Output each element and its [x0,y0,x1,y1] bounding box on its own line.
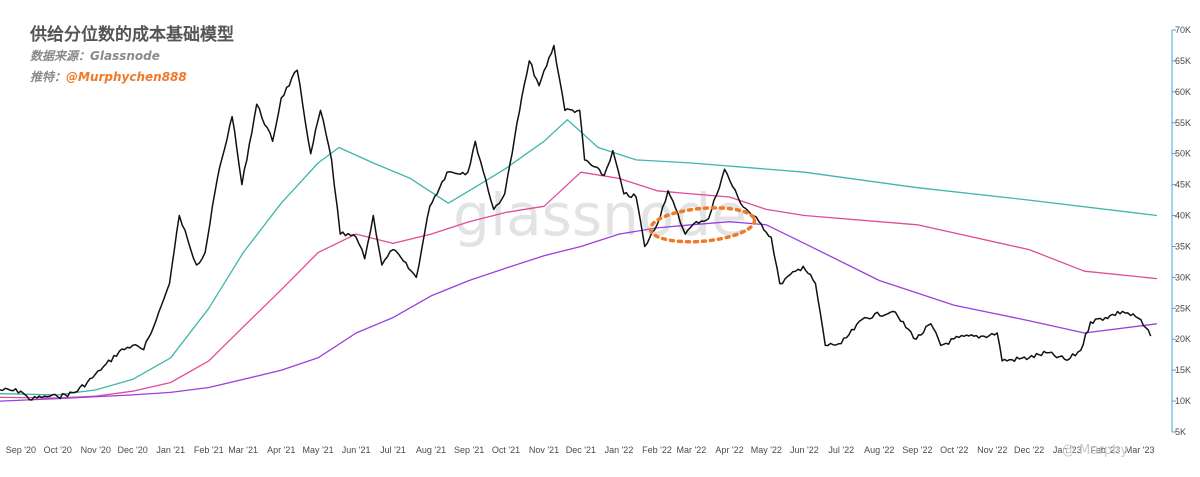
chart-title: 供给分位数的成本基础模型 [30,25,234,45]
x-tick-label: Oct '22 [940,445,968,455]
watermark-brand: glassnode [453,181,747,249]
y-tick-label: 5K [1175,427,1186,437]
x-tick-label: May '21 [302,445,333,455]
x-tick-label: Feb '21 [194,445,224,455]
x-tick-label: Mar '22 [677,445,707,455]
x-tick-label: Jul '22 [828,445,854,455]
series-line-purple [0,221,1157,402]
y-tick-label: 45K [1175,180,1191,190]
y-tick-label: 25K [1175,303,1191,313]
x-tick-label: Apr '22 [715,445,743,455]
x-axis: Sep '20 Oct '20 Nov '20 Dec '20 Jan '21 Feb '… [6,445,1155,455]
source-value: Glassnode [90,49,160,63]
x-tick-label: Jan '22 [605,445,634,455]
x-tick-label: May '22 [751,445,782,455]
y-tick-label: 65K [1175,56,1191,66]
x-tick-label: Apr '21 [267,445,295,455]
x-tick-label: Feb '23 [1090,445,1120,455]
twitter-credit: 推特：@Murphychen888 [30,68,187,85]
x-tick-label: Nov '21 [529,445,559,455]
y-tick-label: 20K [1175,334,1191,344]
y-tick-label: 50K [1175,149,1191,159]
x-tick-label: Jan '23 [1053,445,1082,455]
y-axis: 5K 10K 15K 20K 25K 30K 35K 40K 45K 50K 55K 60K 65K 70… [1171,25,1191,437]
x-tick-label: Jul '21 [380,445,406,455]
author-watermark: @ Murphy [1062,443,1129,458]
series-line-teal [0,119,1157,396]
x-tick-label: Jan '21 [156,445,185,455]
y-tick-label: 10K [1175,396,1191,406]
x-tick-label: Dec '22 [1014,445,1044,455]
y-tick-label: 60K [1175,87,1191,97]
source-label: 数据来源： [30,49,91,63]
y-tick-label: 35K [1175,241,1191,251]
series-line-price [0,44,1152,401]
annotation-layer [648,206,757,244]
data-source: 数据来源：Glassnode [30,47,160,64]
series-layer [0,44,1157,402]
x-tick-label: Sep '21 [454,445,484,455]
x-tick-label: Dec '21 [566,445,596,455]
x-tick-label: Dec '20 [118,445,148,455]
y-tick-label: 40K [1175,211,1191,221]
x-tick-label: Sep '20 [6,445,36,455]
x-tick-label: Jun '21 [342,445,371,455]
y-tick-label: 30K [1175,272,1191,282]
x-tick-label: Oct '21 [492,445,520,455]
x-tick-label: Mar '23 [1125,445,1155,455]
x-tick-label: Aug '21 [416,445,446,455]
twitter-label: 推特： [30,70,67,84]
x-tick-label: Sep '22 [902,445,932,455]
x-tick-label: Nov '20 [81,445,111,455]
y-tick-label: 15K [1175,365,1191,375]
annotation-ellipse [648,206,757,244]
x-tick-label: Jun '22 [790,445,819,455]
series-line-pink [0,171,1157,399]
y-tick-label: 70K [1175,25,1191,35]
x-tick-label: Nov '22 [977,445,1007,455]
y-tick-label: 55K [1175,118,1191,128]
x-tick-label: Mar '21 [228,445,258,455]
twitter-handle: @Murphychen888 [66,70,187,84]
x-tick-label: Oct '20 [44,445,72,455]
x-tick-label: Feb '22 [642,445,672,455]
x-tick-label: Aug '22 [864,445,894,455]
